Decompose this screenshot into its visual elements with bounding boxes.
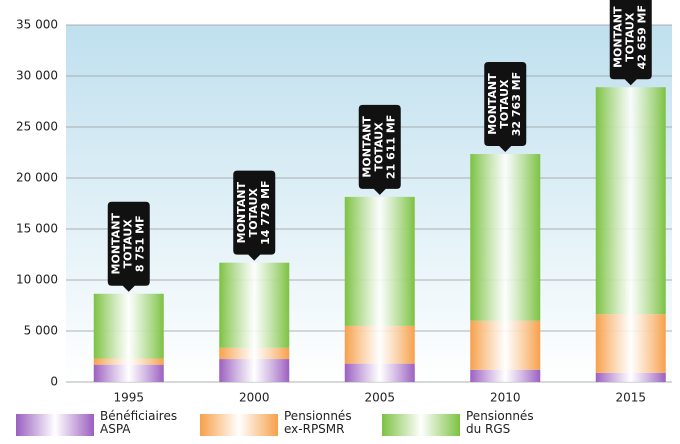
- y-tick-label: 30 000: [16, 69, 58, 83]
- bar-segment: [344, 363, 415, 382]
- annotation: TOTAUX: [373, 122, 386, 172]
- y-tick-label: 35 000: [16, 18, 58, 32]
- x-tick-label: 1995: [113, 391, 144, 405]
- y-tick-label: 15 000: [16, 222, 58, 236]
- bar-segment: [344, 325, 415, 364]
- x-tick-label: 2000: [239, 391, 270, 405]
- annotation: MONTANT: [110, 213, 123, 275]
- callout: [107, 201, 150, 292]
- bar-segment: [470, 320, 541, 370]
- legend-item: Pensionnés ex-RPSMR: [200, 410, 370, 436]
- legend-swatch: [16, 414, 94, 436]
- bar-segment: [219, 262, 290, 348]
- annotation: TOTAUX: [624, 12, 637, 62]
- legend-label: Pensionnés du RGS: [466, 409, 534, 436]
- bar-segment: [219, 347, 290, 360]
- y-tick-label: 20 000: [16, 171, 58, 185]
- annotation: MONTANT: [361, 116, 374, 178]
- annotation: MONTANT: [612, 6, 625, 68]
- annotation: TOTAUX: [498, 79, 511, 129]
- annotation: TOTAUX: [122, 219, 135, 269]
- annotation: 32 763 MF: [510, 72, 523, 136]
- bar-segment: [595, 87, 666, 315]
- x-tick-label: 2005: [364, 391, 395, 405]
- legend: Bénéficiaires ASPA Pensionnés ex-RPSMR Pen…: [0, 410, 680, 444]
- annotation: TOTAUX: [247, 188, 260, 238]
- callout: [484, 62, 527, 153]
- legend-swatch: [382, 414, 460, 436]
- legend-label: Pensionnés ex-RPSMR: [284, 409, 352, 436]
- bar-segment: [595, 372, 666, 382]
- y-tick-label: 5 000: [24, 324, 58, 338]
- bar-segment: [344, 196, 415, 326]
- annotation: 14 779 MF: [259, 180, 272, 244]
- legend-label: Bénéficiaires ASPA: [100, 409, 178, 436]
- bar-segment: [93, 364, 164, 382]
- annotation: MONTANT: [486, 73, 499, 135]
- annotation: 8 751 MF: [134, 215, 147, 272]
- legend-item: Bénéficiaires ASPA: [16, 410, 186, 436]
- y-tick-label: 0: [50, 375, 58, 389]
- y-tick-label: 25 000: [16, 120, 58, 134]
- callout: [609, 0, 652, 86]
- annotation: MONTANT: [235, 181, 248, 243]
- annotation: 42 659 MF: [636, 5, 649, 69]
- bar-segment: [470, 369, 541, 382]
- x-tick-label: 2010: [490, 391, 521, 405]
- chart: 0 5 000 10 000 15 000 20 000 25 000 30 000 35 0…: [16, 0, 672, 405]
- bar-segment: [595, 314, 666, 373]
- annotation: 21 611 MF: [385, 115, 398, 179]
- bar-segment: [93, 358, 164, 365]
- bar-segment: [93, 293, 164, 359]
- legend-swatch: [200, 414, 278, 436]
- legend-item: Pensionnés du RGS: [382, 410, 552, 436]
- bar-segment: [470, 154, 541, 321]
- callout: [233, 170, 276, 261]
- x-tick-label: 2015: [615, 391, 646, 405]
- callout: [358, 104, 401, 195]
- y-tick-label: 10 000: [16, 273, 58, 287]
- bar-segment: [219, 359, 290, 382]
